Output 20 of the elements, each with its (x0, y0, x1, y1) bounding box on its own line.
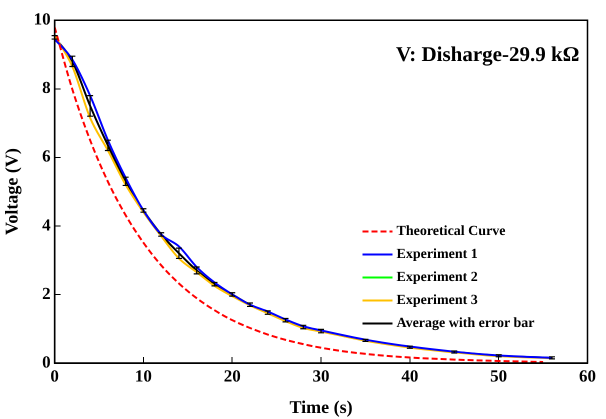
legend-label: Theoretical Curve (396, 224, 506, 240)
legend-label: Experiment 1 (396, 247, 478, 262)
x-tick-label: 20 (224, 366, 241, 386)
y-tick-label: 4 (42, 215, 52, 234)
x-tick-label: 60 (579, 366, 596, 386)
y-tick-label: 10 (34, 10, 51, 29)
y-tick-label: 8 (42, 78, 51, 98)
legend-label: Average with error bar (396, 316, 535, 332)
x-axis-title: Time (s) (289, 396, 353, 417)
text: V: Disharge-29.9 kΩ (396, 42, 580, 66)
legend-label: Experiment 3 (396, 293, 478, 308)
x-tick-label: 40 (401, 366, 418, 386)
y-axis-title: Voltage (V) (1, 148, 22, 236)
y-tick-label: 0 (42, 352, 51, 372)
x-tick-label: 10 (134, 366, 152, 386)
y-tick-label: 6 (42, 146, 51, 166)
x-tick-label: 50 (490, 366, 508, 386)
x-tick-label: 30 (312, 366, 330, 386)
y-tick-label: 2 (42, 284, 51, 303)
legend-label: Experiment 2 (396, 270, 478, 286)
